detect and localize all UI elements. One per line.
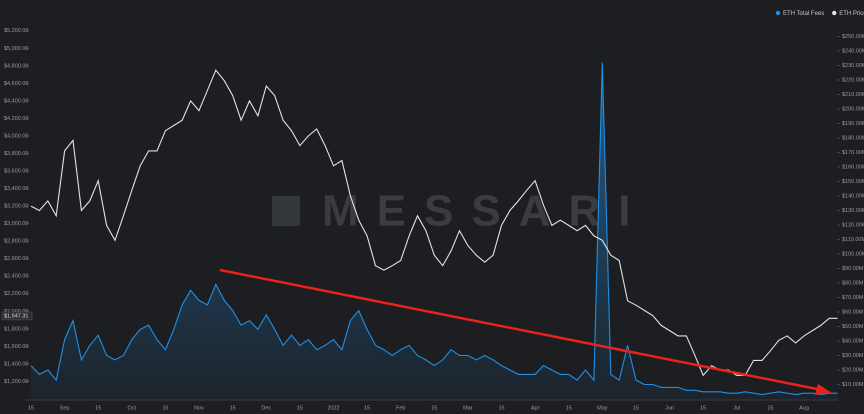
y-tick-label: $3,200.00 — [4, 204, 28, 210]
y2-tick-label: $200.00M — [842, 106, 864, 112]
y-tick-label: $1,600.00 — [4, 344, 28, 350]
y2-tick-label: $70.00M — [842, 295, 864, 301]
x-tick-label: Dec — [261, 405, 271, 411]
y-tick-label: $1,800.00 — [4, 326, 28, 332]
x-tick-label: 15 — [566, 405, 572, 411]
x-tick-label: 15 — [28, 405, 34, 411]
y2-tick-label: $230.00M — [842, 63, 864, 69]
legend-label: ETH Total Fees — [783, 11, 824, 17]
y-tick-label: $4,600.00 — [4, 81, 28, 87]
legend-label: ETH Price — [839, 11, 864, 17]
y2-tick-label: $110.00M — [842, 237, 864, 243]
y2-tick-label: $120.00M — [842, 222, 864, 228]
y2-tick-label: $150.00M — [842, 179, 864, 185]
y2-tick-label: $20.00M — [842, 367, 864, 373]
y-tick-label: $2,600.00 — [4, 256, 28, 262]
x-tick-label: 15 — [297, 405, 303, 411]
x-tick-label: Jun — [665, 405, 674, 411]
y-tick-label: $2,200.00 — [4, 291, 28, 297]
x-tick-label: 15 — [230, 405, 236, 411]
x-tick-label: May — [597, 405, 608, 411]
legend: ETH Total Fees ETH Price — [775, 10, 864, 17]
y-tick-label: $3,800.00 — [4, 151, 28, 157]
y2-tick-label: $210.00M — [842, 92, 864, 98]
x-tick-label: Aug — [799, 405, 809, 411]
y-tick-label: $1,400.00 — [4, 361, 28, 367]
watermark-group: MESSARI — [272, 187, 648, 236]
watermark: MESSARI — [322, 187, 648, 236]
x-tick-label: 15 — [95, 405, 101, 411]
y2-tick-label: $130.00M — [842, 208, 864, 214]
y2-tick-label: $80.00M — [842, 280, 864, 286]
x-tick-label: 15 — [700, 405, 706, 411]
y2-tick-label: $160.00M — [842, 164, 864, 170]
x-tick-label: Sep — [60, 405, 70, 411]
y2-tick-label: $250.00M — [842, 34, 864, 40]
y2-tick-label: $170.00M — [842, 150, 864, 156]
x-tick-label: 15 — [498, 405, 504, 411]
trend-arrow-head — [815, 384, 832, 395]
x-tick-label: Feb — [396, 405, 405, 411]
y2-tick-label: $40.00M — [842, 338, 864, 344]
price-tag — [1, 311, 33, 321]
y2-tick-label: $100.00M — [842, 251, 864, 257]
y-tick-label: $5,200.00 — [4, 28, 28, 34]
plot-area: $1,200.00$1,400.00$1,600.00$1,800.00$2,0… — [1, 28, 864, 411]
y2-tick-label: $90.00M — [842, 266, 864, 272]
x-tick-label: 15 — [162, 405, 168, 411]
x-tick-label: 15 — [767, 405, 773, 411]
x-tick-label: Jul — [733, 405, 740, 411]
y-tick-label: $5,000.00 — [4, 46, 28, 52]
y-tick-label: $2,800.00 — [4, 239, 28, 245]
x-tick-label: Nov — [194, 405, 204, 411]
y-tick-label: $4,200.00 — [4, 116, 28, 122]
y-tick-label: $1,200.00 — [4, 379, 28, 385]
price-tag-label: $1,947.31 — [4, 313, 28, 319]
y2-tick-label: $10.00M — [842, 382, 864, 388]
y2-tick-label: $50.00M — [842, 324, 864, 330]
y-tick-label: $3,400.00 — [4, 186, 28, 192]
series-line — [30, 69, 838, 377]
x-tick-label: 15 — [431, 405, 437, 411]
y2-tick-label: $240.00M — [842, 48, 864, 54]
y-tick-label: $3,600.00 — [4, 168, 28, 174]
trend-line — [219, 268, 823, 392]
x-tick-label: Oct — [128, 405, 137, 411]
y-tick-label: $4,400.00 — [4, 98, 28, 104]
y2-tick-label: $180.00M — [842, 135, 864, 141]
y-tick-label: $3,000.00 — [4, 221, 28, 227]
x-tick-label: 15 — [633, 405, 639, 411]
y2-tick-label: $140.00M — [842, 193, 864, 199]
x-tick-label: 2022 — [327, 405, 339, 411]
x-tick-label: 15 — [364, 405, 370, 411]
y-tick-label: $4,800.00 — [4, 63, 28, 69]
y2-tick-label: $220.00M — [842, 77, 864, 83]
y2-tick-label: $30.00M — [842, 353, 864, 359]
x-tick-label: Mar — [463, 405, 473, 411]
y2-tick-label: $190.00M — [842, 121, 864, 127]
y-tick-label: $2,400.00 — [4, 274, 28, 280]
y2-tick-label: $60.00M — [842, 309, 864, 315]
y-tick-label: $4,000.00 — [4, 133, 28, 139]
legend-marker — [832, 10, 837, 16]
legend-marker — [775, 10, 781, 16]
watermark-logo — [272, 196, 300, 226]
series-line — [30, 62, 838, 396]
fee-area — [31, 62, 838, 399]
x-tick-label: Apr — [531, 405, 540, 411]
